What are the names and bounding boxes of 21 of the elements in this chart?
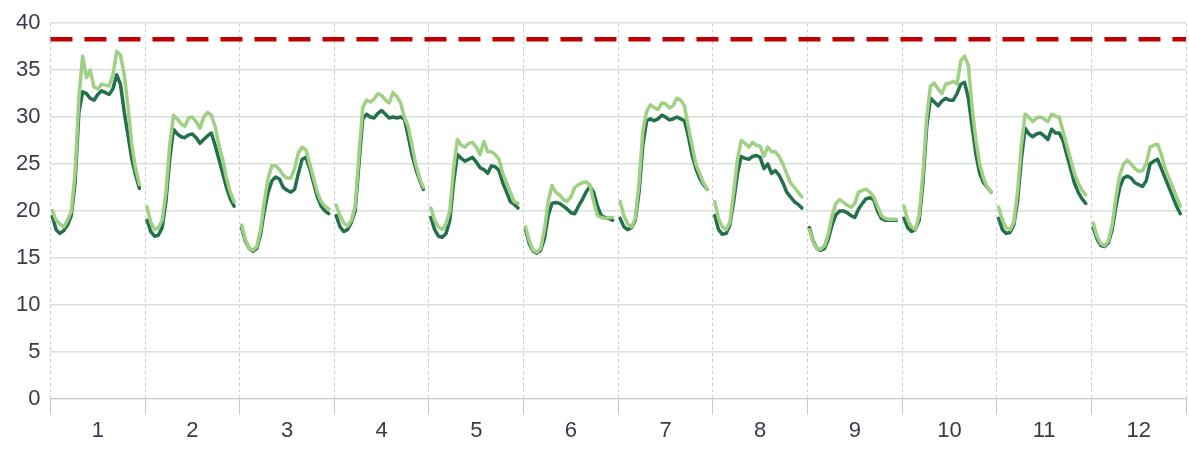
x-tick-label: 11 xyxy=(1032,416,1056,442)
x-tick-label: 2 xyxy=(186,416,199,442)
x-tick-label: 6 xyxy=(564,416,578,442)
y-tick-label: 15 xyxy=(15,243,41,269)
y-tick-label: 5 xyxy=(28,337,41,363)
y-tick-label: 25 xyxy=(15,150,41,176)
x-tick-label: 10 xyxy=(937,416,962,442)
y-tick-label: 30 xyxy=(15,103,41,129)
x-tick-label: 5 xyxy=(470,416,483,442)
x-tick-label: 1 xyxy=(91,416,104,442)
x-tick-label: 12 xyxy=(1126,416,1151,442)
x-tick-label: 7 xyxy=(659,416,672,442)
x-tick-label: 3 xyxy=(280,416,294,442)
y-tick-label: 10 xyxy=(15,290,41,316)
y-tick-label: 0 xyxy=(28,384,41,410)
y-tick-label: 20 xyxy=(15,196,41,222)
y-tick-label: 35 xyxy=(15,56,41,82)
x-tick-label: 8 xyxy=(754,416,767,442)
x-tick-label: 4 xyxy=(375,416,388,442)
y-tick-label: 40 xyxy=(15,9,41,35)
x-tick-label: 9 xyxy=(848,416,861,442)
